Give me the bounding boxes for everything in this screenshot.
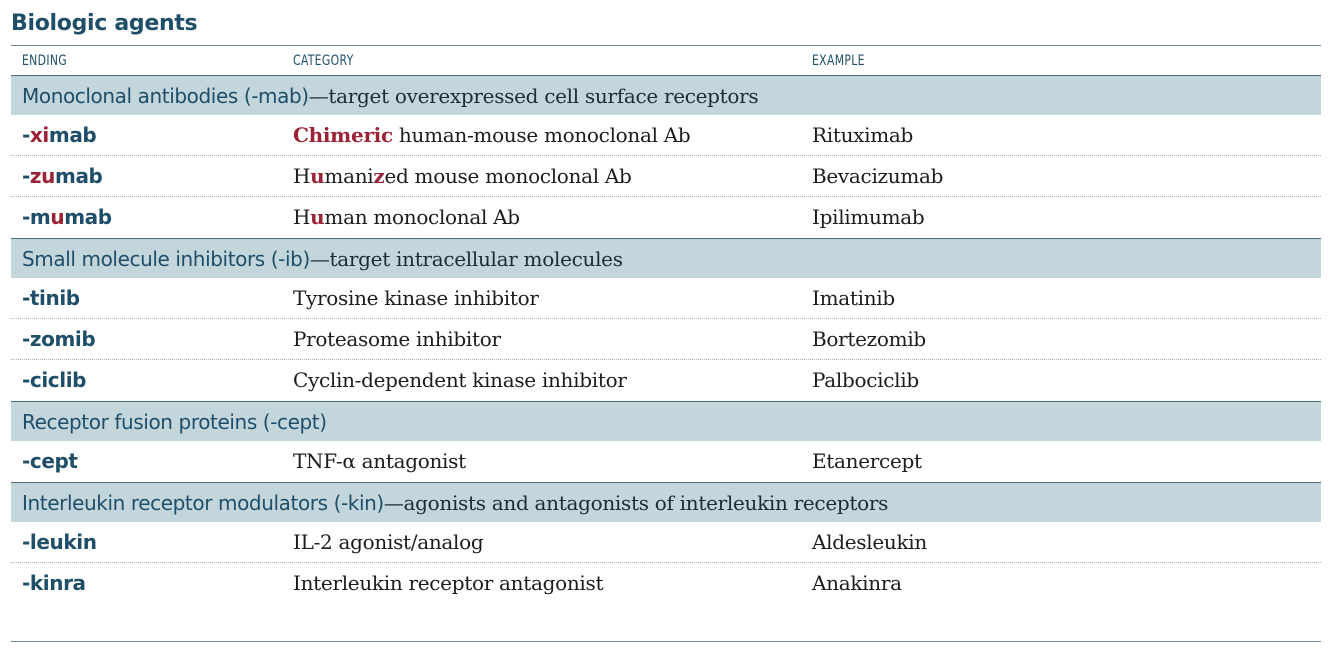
category-cell: Chimeric human-mouse monoclonal Ab <box>293 123 691 147</box>
example-cell: Bevacizumab <box>812 164 944 188</box>
category-cell: Cyclin-dependent kinase inhibitor <box>293 368 627 392</box>
ending-cell: -zumab <box>22 164 103 188</box>
example-cell: Rituximab <box>812 123 914 147</box>
table-row: -ciclib Cyclin-dependent kinase inhibito… <box>11 360 1321 401</box>
column-headers: ENDING CATEGORY EXAMPLE <box>11 46 1321 75</box>
category-cell: Proteasome inhibitor <box>293 327 501 351</box>
ending-cell: -cept <box>22 449 78 473</box>
example-cell: Etanercept <box>812 449 922 473</box>
section-description: —agonists and antagonists of interleukin… <box>383 491 889 515</box>
column-header-example: EXAMPLE <box>812 53 865 69</box>
section-interleukin-receptor-modulators: Interleukin receptor modulators (-kin)—a… <box>11 482 1321 522</box>
top-rule <box>11 45 1321 46</box>
table-row: -cept TNF-α antagonist Etanercept <box>11 441 1321 482</box>
example-cell: Ipilimumab <box>812 205 925 229</box>
section-description: —target intracellular molecules <box>309 247 623 271</box>
table-row: -leukin IL-2 agonist/analog Aldesleukin <box>11 522 1321 563</box>
section-name: Small molecule inhibitors (-ib) <box>22 247 310 271</box>
section-name: Receptor fusion proteins (-cept) <box>22 410 327 434</box>
category-cell: Humanized mouse monoclonal Ab <box>293 164 632 188</box>
example-cell: Anakinra <box>812 571 902 595</box>
ending-cell: -mumab <box>22 205 112 229</box>
example-cell: Aldesleukin <box>812 530 927 554</box>
column-header-category: CATEGORY <box>293 53 354 69</box>
column-header-ending: ENDING <box>22 53 68 69</box>
example-cell: Palbociclib <box>812 368 919 392</box>
section-small-molecule-inhibitors: Small molecule inhibitors (-ib)—target i… <box>11 238 1321 278</box>
ending-cell: -tinib <box>22 286 80 310</box>
section-name: Interleukin receptor modulators (-kin) <box>22 491 384 515</box>
category-cell: Human monoclonal Ab <box>293 205 520 229</box>
section-receptor-fusion-proteins: Receptor fusion proteins (-cept) <box>11 401 1321 441</box>
category-cell: IL-2 agonist/analog <box>293 530 484 554</box>
table-row: -ximab Chimeric human-mouse monoclonal A… <box>11 115 1321 156</box>
category-cell: Tyrosine kinase inhibitor <box>293 286 539 310</box>
example-cell: Imatinib <box>812 286 895 310</box>
table-row: -kinra Interleukin receptor antagonist A… <box>11 563 1321 604</box>
ending-cell: -leukin <box>22 530 97 554</box>
table-row: -tinib Tyrosine kinase inhibitor Imatini… <box>11 278 1321 319</box>
ending-cell: -ciclib <box>22 368 87 392</box>
table-row: -zumab Humanized mouse monoclonal Ab Bev… <box>11 156 1321 197</box>
section-monoclonal-antibodies: Monoclonal antibodies (-mab)—target over… <box>11 75 1321 115</box>
ending-cell: -ximab <box>22 123 97 147</box>
example-cell: Bortezomib <box>812 327 926 351</box>
biologics-table: Monoclonal antibodies (-mab)—target over… <box>11 75 1321 604</box>
ending-cell: -zomib <box>22 327 96 351</box>
ending-cell: -kinra <box>22 571 86 595</box>
page-title: Biologic agents <box>11 11 198 36</box>
section-description: —target overexpressed cell surface recep… <box>308 84 759 108</box>
category-cell: TNF-α antagonist <box>293 449 466 473</box>
category-cell: Interleukin receptor antagonist <box>293 571 604 595</box>
table-row: -zomib Proteasome inhibitor Bortezomib <box>11 319 1321 360</box>
table-row: -mumab Human monoclonal Ab Ipilimumab <box>11 197 1321 238</box>
bottom-rule <box>11 641 1321 642</box>
section-name: Monoclonal antibodies (-mab) <box>22 84 309 108</box>
